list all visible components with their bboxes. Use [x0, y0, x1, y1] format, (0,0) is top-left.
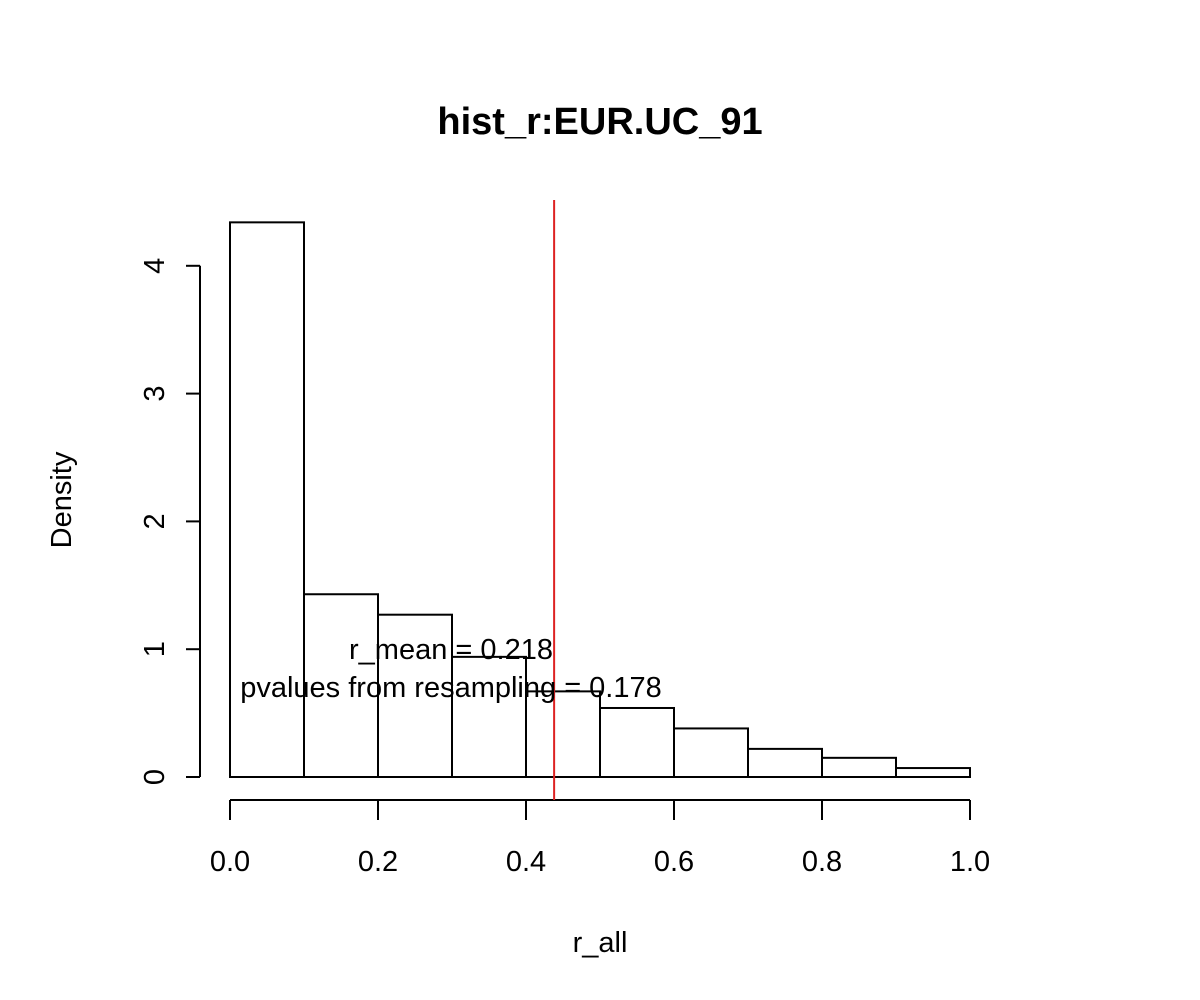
histogram-bar-4 [525, 690, 601, 779]
y-axis: 0 1 2 3 4 [139, 258, 201, 785]
histogram-bar-1 [303, 593, 379, 778]
y-tick-label-1: 1 [139, 641, 171, 657]
x-tick-label-1: 0.2 [358, 846, 398, 878]
histogram-bar-7 [747, 747, 823, 778]
y-tick-label-0: 0 [139, 769, 171, 785]
pvalue-annotation: pvalues from resampling = 0.178 [240, 672, 662, 704]
x-tick-label-2: 0.4 [506, 846, 546, 878]
x-tick-label-4: 0.8 [802, 846, 842, 878]
y-tick-label-2: 2 [139, 513, 171, 529]
x-axis: 0.0 0.2 0.4 0.6 0.8 1.0 [210, 799, 990, 878]
histogram-bar-8 [821, 756, 897, 779]
histogram-bar-5 [599, 706, 675, 778]
y-tick-label-4: 4 [139, 258, 171, 274]
histogram-bar-9 [895, 767, 971, 779]
histogram-bars [229, 221, 971, 779]
y-axis-label: Density [46, 451, 78, 548]
chart-title: hist_r:EUR.UC_91 [437, 101, 762, 143]
r-mean-annotation: r_mean = 0.218 [349, 634, 553, 666]
histogram-bar-6 [673, 727, 749, 778]
histogram-bar-0 [229, 221, 305, 778]
x-tick-label-3: 0.6 [654, 846, 694, 878]
x-tick-label-0: 0.0 [210, 846, 250, 878]
x-tick-label-5: 1.0 [950, 846, 990, 878]
histogram-bar-2 [377, 613, 453, 778]
x-axis-label: r_all [573, 927, 628, 959]
y-tick-label-3: 3 [139, 386, 171, 402]
